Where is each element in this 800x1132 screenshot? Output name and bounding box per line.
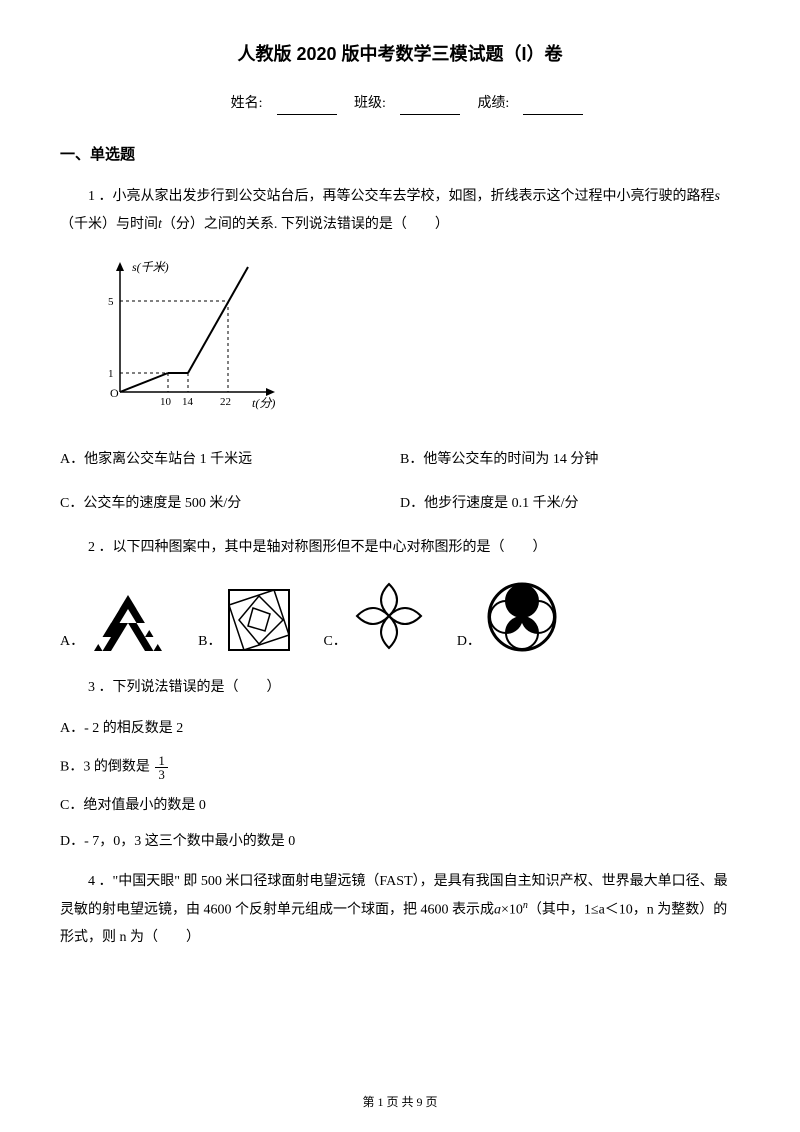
q2-label-a: A． (60, 631, 84, 653)
q1-option-a: A．他家离公交车站台 1 千米远 (60, 446, 400, 474)
fraction-numerator: 1 (155, 754, 168, 768)
q1-text-1: 1 ．小亮从家出发步行到公交站台后，再等公交车去学校，如图，折线表示这个过程中小… (88, 189, 715, 204)
q1-option-b: B．他等公交车的时间为 14 分钟 (400, 446, 740, 474)
score-field[interactable] (523, 97, 583, 115)
spiral-square-icon (225, 586, 293, 654)
x-tick-22: 22 (220, 396, 231, 408)
q1-option-c: C．公交车的速度是 500 米/分 (60, 490, 400, 518)
q1-option-d: D．他步行速度是 0.1 千米/分 (400, 490, 740, 518)
question-4: 4 ．"中国天眼" 即 500 米口径球面射电望远镜（FAST），是具有我国自主… (60, 868, 740, 953)
q4-base: 10 (509, 902, 523, 917)
x-tick-14: 14 (182, 396, 194, 408)
q3-optb-prefix: B．3 的倒数是 (60, 760, 150, 775)
class-label: 班级: (354, 96, 386, 111)
y-tick-1: 1 (108, 368, 114, 380)
q4-times: × (501, 902, 509, 917)
q3-option-a: A．- 2 的相反数是 2 (60, 718, 740, 740)
exam-title: 人教版 2020 版中考数学三模试题（I）卷 (60, 40, 740, 69)
q2-label-c: C． (323, 631, 346, 653)
name-label: 姓名: (231, 96, 263, 111)
q1-text-3: （分）之间的关系. 下列说法错误的是（ ） (162, 217, 449, 232)
q2-label-d: D． (457, 631, 481, 653)
q2-label-b: B． (198, 631, 221, 653)
question-1: 1 ．小亮从家出发步行到公交站台后，再等公交车去学校，如图，折线表示这个过程中小… (60, 183, 740, 239)
q3-option-c: C．绝对值最小的数是 0 (60, 795, 740, 817)
fraction-icon: 1 3 (155, 754, 168, 781)
four-petal-icon (351, 578, 427, 654)
page-footer: 第 1 页 共 9 页 (0, 1093, 800, 1112)
q3-option-d: D．- 7，0，3 这三个数中最小的数是 0 (60, 831, 740, 853)
student-info-line: 姓名: 班级: 成绩: (60, 93, 740, 115)
q2-option-b: B． (198, 586, 293, 654)
q1-options-row2: C．公交车的速度是 500 米/分 D．他步行速度是 0.1 千米/分 (60, 490, 740, 518)
score-label: 成绩: (477, 96, 509, 111)
section-1-heading: 一、单选题 (60, 143, 740, 167)
origin-label: O (110, 386, 119, 400)
q3-option-b: B．3 的倒数是 1 3 (60, 754, 740, 781)
y-tick-5: 5 (108, 296, 114, 308)
q2-images: A． B． C． D． (60, 578, 740, 654)
x-tick-10: 10 (160, 396, 172, 408)
fraction-denominator: 3 (155, 768, 168, 781)
q1-options-row1: A．他家离公交车站台 1 千米远 B．他等公交车的时间为 14 分钟 (60, 446, 740, 474)
q1-var-s: s (715, 189, 720, 204)
line-chart: s(千米) t(分) O 1 5 10 14 22 (90, 257, 740, 425)
y-axis-label: s(千米) (132, 260, 169, 274)
q1-text-2: （千米）与时间 (60, 217, 158, 232)
q2-option-d: D． (457, 580, 559, 654)
q4-var-a: a (494, 902, 501, 917)
circle-pattern-icon (485, 580, 559, 654)
class-field[interactable] (400, 97, 460, 115)
question-3: 3 ．下列说法错误的是（ ） (60, 674, 740, 702)
chart-svg: s(千米) t(分) O 1 5 10 14 22 (90, 257, 290, 417)
question-2: 2 ．以下四种图案中，其中是轴对称图形但不是中心对称图形的是（ ） (60, 534, 740, 562)
sierpinski-icon (88, 592, 168, 654)
q2-option-a: A． (60, 592, 168, 654)
x-axis-label: t(分) (252, 396, 275, 410)
q2-option-c: C． (323, 578, 426, 654)
name-field[interactable] (277, 97, 337, 115)
